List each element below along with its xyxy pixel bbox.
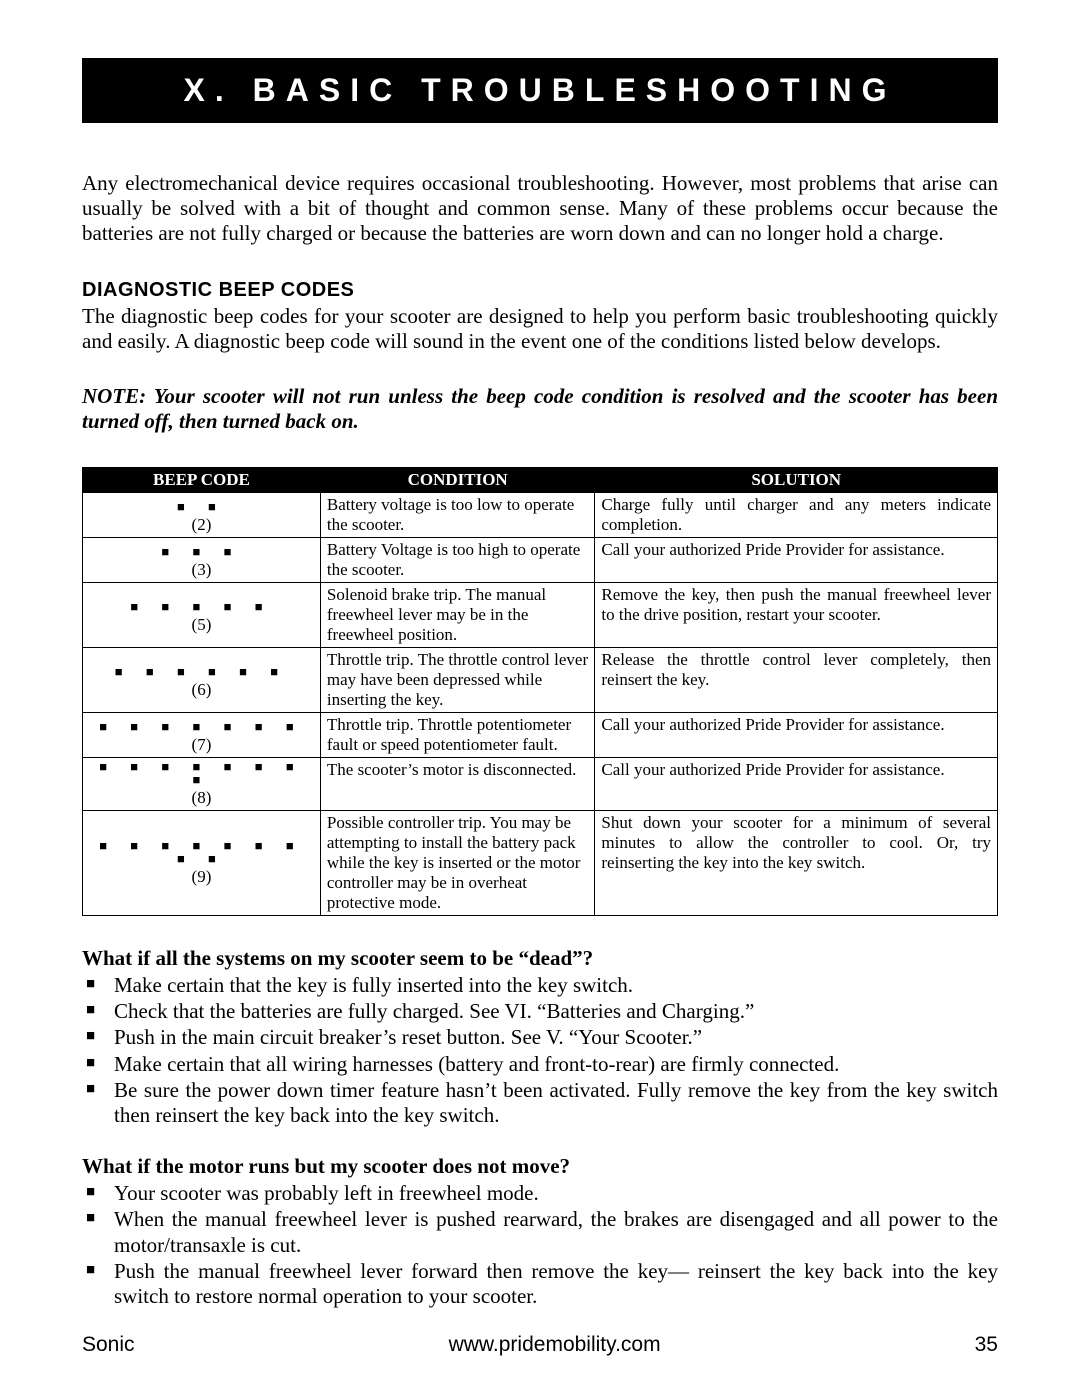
qa-list: Your scooter was probably left in freewh…	[82, 1181, 998, 1309]
table-row: ■ ■ ■ ■ ■ (5) Solenoid brake trip. The man…	[83, 583, 998, 648]
beep-dots: ■ ■ ■	[161, 545, 241, 558]
diagnostic-intro: The diagnostic beep codes for your scoot…	[82, 304, 998, 354]
beep-dots: ■ ■ ■ ■ ■ ■	[115, 665, 288, 678]
th-solution: SOLUTION	[595, 468, 998, 493]
list-item: When the manual freewheel lever is pushe…	[82, 1207, 998, 1257]
qa-question: What if the motor runs but my scooter do…	[82, 1154, 998, 1179]
qa-list: Make certain that the key is fully inser…	[82, 973, 998, 1128]
beep-dots: ■ ■ ■ ■ ■ ■ ■	[99, 720, 303, 733]
solution-cell: Shut down your scooter for a minimum of …	[595, 811, 998, 916]
list-item: Push the manual freewheel lever forward …	[82, 1259, 998, 1309]
th-beep: BEEP CODE	[83, 468, 321, 493]
beep-count: (5)	[89, 616, 314, 635]
diagnostic-note: NOTE: Your scooter will not run unless t…	[82, 384, 998, 434]
th-condition: CONDITION	[320, 468, 595, 493]
footer-center: www.pridemobility.com	[449, 1333, 661, 1357]
beep-code-table: BEEP CODE CONDITION SOLUTION ■ ■ (2) Batte…	[82, 467, 998, 916]
solution-cell: Call your authorized Pride Provider for …	[595, 713, 998, 758]
condition-cell: Throttle trip. Throttle potentiometer fa…	[320, 713, 595, 758]
beep-cell: ■ ■ ■ (3)	[83, 538, 321, 583]
condition-cell: Battery voltage is too low to operate th…	[320, 493, 595, 538]
solution-cell: Remove the key, then push the manual fre…	[595, 583, 998, 648]
list-item: Check that the batteries are fully charg…	[82, 999, 998, 1024]
table-row: ■ ■ ■ ■ ■ ■ (6) Throttle trip. The throttl…	[83, 648, 998, 713]
beep-count: (8)	[89, 789, 314, 808]
footer-right: 35	[975, 1333, 998, 1357]
table-row: ■ ■ ■ ■ ■ ■ ■ ■ ■ (9) Possible controller …	[83, 811, 998, 916]
condition-cell: Throttle trip. The throttle control leve…	[320, 648, 595, 713]
beep-cell: ■ ■ ■ ■ ■ ■ (6)	[83, 648, 321, 713]
beep-cell: ■ ■ ■ ■ ■ ■ ■ ■ ■ (9)	[83, 811, 321, 916]
condition-cell: Battery Voltage is too high to operate t…	[320, 538, 595, 583]
footer-left: Sonic	[82, 1333, 135, 1357]
beep-dots: ■ ■ ■ ■ ■ ■ ■ ■ ■	[89, 839, 314, 865]
beep-dots: ■ ■ ■ ■ ■ ■ ■ ■	[89, 760, 314, 786]
qa-question: What if all the systems on my scooter se…	[82, 946, 998, 971]
table-row: ■ ■ ■ (3) Battery Voltage is too high to o…	[83, 538, 998, 583]
page-footer: Sonic www.pridemobility.com 35	[82, 1333, 998, 1357]
table-row: ■ ■ (2) Battery voltage is too low to oper…	[83, 493, 998, 538]
list-item: Your scooter was probably left in freewh…	[82, 1181, 998, 1206]
beep-dots: ■ ■ ■ ■ ■	[130, 600, 272, 613]
list-item: Push in the main circuit breaker’s reset…	[82, 1025, 998, 1050]
list-item: Make certain that all wiring harnesses (…	[82, 1052, 998, 1077]
solution-cell: Call your authorized Pride Provider for …	[595, 758, 998, 811]
beep-cell: ■ ■ ■ ■ ■ ■ ■ (7)	[83, 713, 321, 758]
beep-count: (6)	[89, 681, 314, 700]
beep-cell: ■ ■ ■ ■ ■ (5)	[83, 583, 321, 648]
beep-count: (2)	[89, 516, 314, 535]
condition-cell: Possible controller trip. You may be att…	[320, 811, 595, 916]
beep-count: (9)	[89, 868, 314, 887]
condition-cell: The scooter’s motor is disconnected.	[320, 758, 595, 811]
table-row: ■ ■ ■ ■ ■ ■ ■ (7) Throttle trip. Throttle …	[83, 713, 998, 758]
solution-cell: Call your authorized Pride Provider for …	[595, 538, 998, 583]
solution-cell: Release the throttle control lever compl…	[595, 648, 998, 713]
list-item: Make certain that the key is fully inser…	[82, 973, 998, 998]
intro-paragraph: Any electromechanical device requires oc…	[82, 171, 998, 245]
beep-cell: ■ ■ ■ ■ ■ ■ ■ ■ (8)	[83, 758, 321, 811]
table-row: ■ ■ ■ ■ ■ ■ ■ ■ (8) The scooter’s motor is…	[83, 758, 998, 811]
list-item: Be sure the power down timer feature has…	[82, 1078, 998, 1128]
condition-cell: Solenoid brake trip. The manual freewhee…	[320, 583, 595, 648]
beep-cell: ■ ■ (2)	[83, 493, 321, 538]
section-title: X. BASIC TROUBLESHOOTING	[82, 58, 998, 123]
diagnostic-heading: DIAGNOSTIC BEEP CODES	[82, 279, 998, 302]
solution-cell: Charge fully until charger and any meter…	[595, 493, 998, 538]
beep-dots: ■ ■	[177, 500, 226, 513]
beep-count: (3)	[89, 561, 314, 580]
beep-count: (7)	[89, 736, 314, 755]
